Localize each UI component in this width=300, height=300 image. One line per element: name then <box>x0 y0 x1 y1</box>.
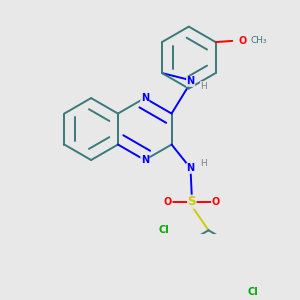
Text: O: O <box>212 197 220 207</box>
Text: N: N <box>187 164 195 173</box>
Text: CH₃: CH₃ <box>250 36 267 45</box>
Text: N: N <box>141 155 149 165</box>
Text: O: O <box>164 197 172 207</box>
Text: N: N <box>141 93 149 103</box>
Text: H: H <box>200 159 207 168</box>
Text: Cl: Cl <box>158 225 169 235</box>
Text: H: H <box>200 82 207 91</box>
Text: O: O <box>239 36 247 46</box>
Text: N: N <box>187 76 195 86</box>
Text: Cl: Cl <box>248 287 259 297</box>
Text: S: S <box>188 195 196 208</box>
